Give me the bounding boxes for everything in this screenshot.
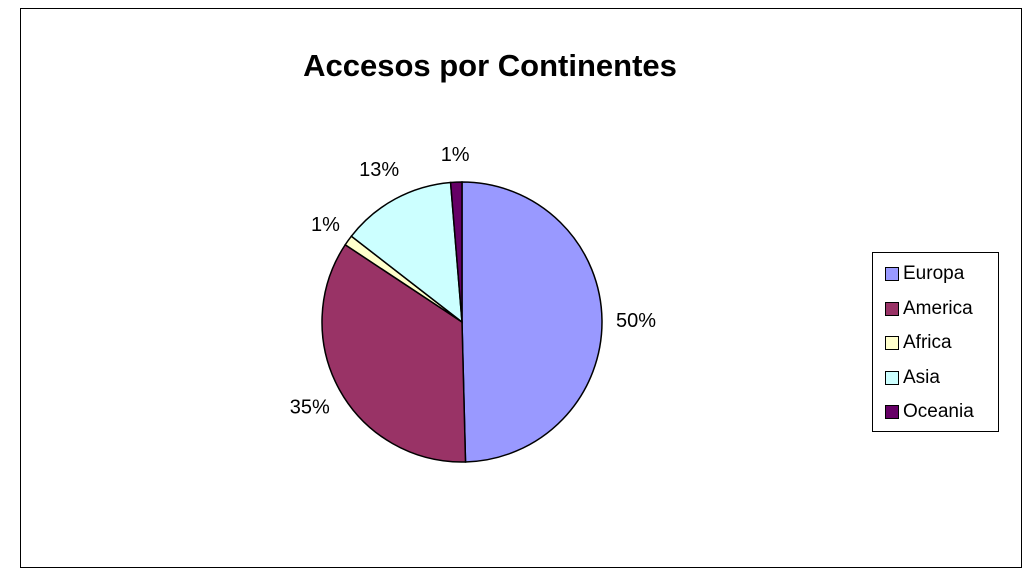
data-label-africa: 1% — [311, 214, 340, 236]
chart-title: Accesos por Continentes — [303, 48, 677, 83]
legend-swatch-europa — [885, 267, 899, 282]
data-label-europa: 50% — [616, 310, 656, 332]
data-label-oceania: 1% — [441, 144, 470, 166]
pie-slice-oceania — [449, 181, 463, 323]
legend-label-europa: Europa — [903, 263, 965, 285]
legend-item-oceania: Oceania — [885, 395, 998, 430]
legend-label-africa: Africa — [903, 332, 952, 354]
legend-swatch-oceania — [885, 405, 899, 420]
legend-label-asia: Asia — [903, 366, 940, 388]
data-label-america: 35% — [290, 396, 330, 418]
legend-label-america: America — [903, 297, 973, 319]
legend-item-europa: Europa — [885, 257, 998, 292]
legend-swatch-america — [885, 301, 899, 316]
legend: Europa America Africa Asia Oceania — [872, 252, 999, 432]
legend-swatch-asia — [885, 370, 899, 385]
pie-slice-europa — [461, 181, 603, 463]
legend-label-oceania: Oceania — [903, 401, 974, 423]
pie-slice-asia — [350, 181, 463, 324]
legend-item-asia: Asia — [885, 361, 998, 396]
legend-item-africa: Africa — [885, 326, 998, 361]
pie-slice-america — [321, 243, 467, 463]
legend-swatch-africa — [885, 336, 899, 351]
pie-chart: 50% 35% 1% 13% 1% — [290, 144, 656, 463]
data-label-asia: 13% — [359, 159, 399, 181]
legend-item-america: America — [885, 292, 998, 327]
